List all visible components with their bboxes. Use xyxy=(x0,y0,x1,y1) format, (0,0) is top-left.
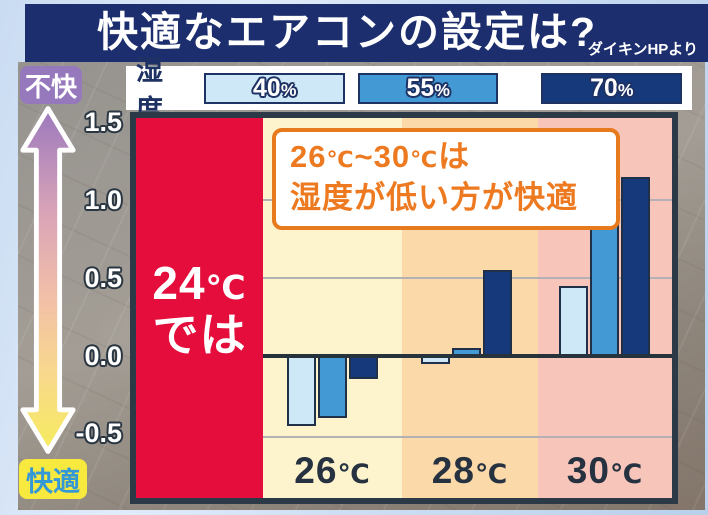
y-axis-tick: 0.0 xyxy=(84,341,122,371)
annotation-text: 26℃~30℃は 湿度が低い方が快適 xyxy=(290,139,578,215)
bar-26℃-55% xyxy=(318,356,347,419)
x-axis-label-26c: 26℃ xyxy=(294,450,371,491)
plot-area: 26℃ 28℃ 30℃ 24℃ では 26℃~30℃は 湿度が低い方が快適 xyxy=(136,118,672,498)
legend-swatch-40: 40% xyxy=(204,72,345,104)
comfort-axis-arrow-icon xyxy=(20,106,76,454)
zero-axis-line xyxy=(263,354,672,358)
y-axis-tick: 0.5 xyxy=(84,263,122,293)
y-axis-tick: 1.5 xyxy=(84,107,122,137)
page-title: 快適なエアコンの設定は? xyxy=(97,9,598,55)
legend-label-40: 40% xyxy=(253,73,297,102)
comfort-badge: 快適 xyxy=(19,459,87,499)
y-axis-tick: 1.0 xyxy=(84,185,122,215)
discomfort-badge: 不快 xyxy=(20,66,82,104)
bar-30℃-55% xyxy=(590,223,619,356)
highlight-label: 24℃ では xyxy=(152,257,247,361)
bar-28℃-70% xyxy=(483,270,512,356)
y-axis-tick: -0.5 xyxy=(75,418,122,448)
gridline-0.5 xyxy=(263,277,672,279)
highlight-column-24c: 24℃ では xyxy=(136,118,263,498)
x-axis-label-30c: 30℃ xyxy=(566,450,644,491)
humidity-legend: 湿度 40% 55% 70% xyxy=(126,56,692,125)
bar-26℃-40% xyxy=(287,356,316,427)
bar-30℃-70% xyxy=(621,176,650,356)
legend-label-55: 55% xyxy=(406,73,450,102)
legend-label-70: 70% xyxy=(590,73,634,102)
bar-30℃-40% xyxy=(559,285,588,356)
gridline--0.5 xyxy=(263,436,672,438)
annotation-box: 26℃~30℃は 湿度が低い方が快適 xyxy=(272,128,620,230)
chart-frame: 26℃ 28℃ 30℃ 24℃ では 26℃~30℃は 湿度が低い方が快適 xyxy=(130,112,678,504)
legend-swatch-55: 55% xyxy=(357,72,499,104)
legend-swatch-70: 70% xyxy=(541,72,683,104)
x-axis-label-28c: 28℃ xyxy=(431,450,509,491)
bar-26℃-70% xyxy=(349,356,378,380)
title-bar: 快適なエアコンの設定は? ダイキンHPより xyxy=(25,4,708,62)
source-label: ダイキンHPより xyxy=(587,41,698,58)
